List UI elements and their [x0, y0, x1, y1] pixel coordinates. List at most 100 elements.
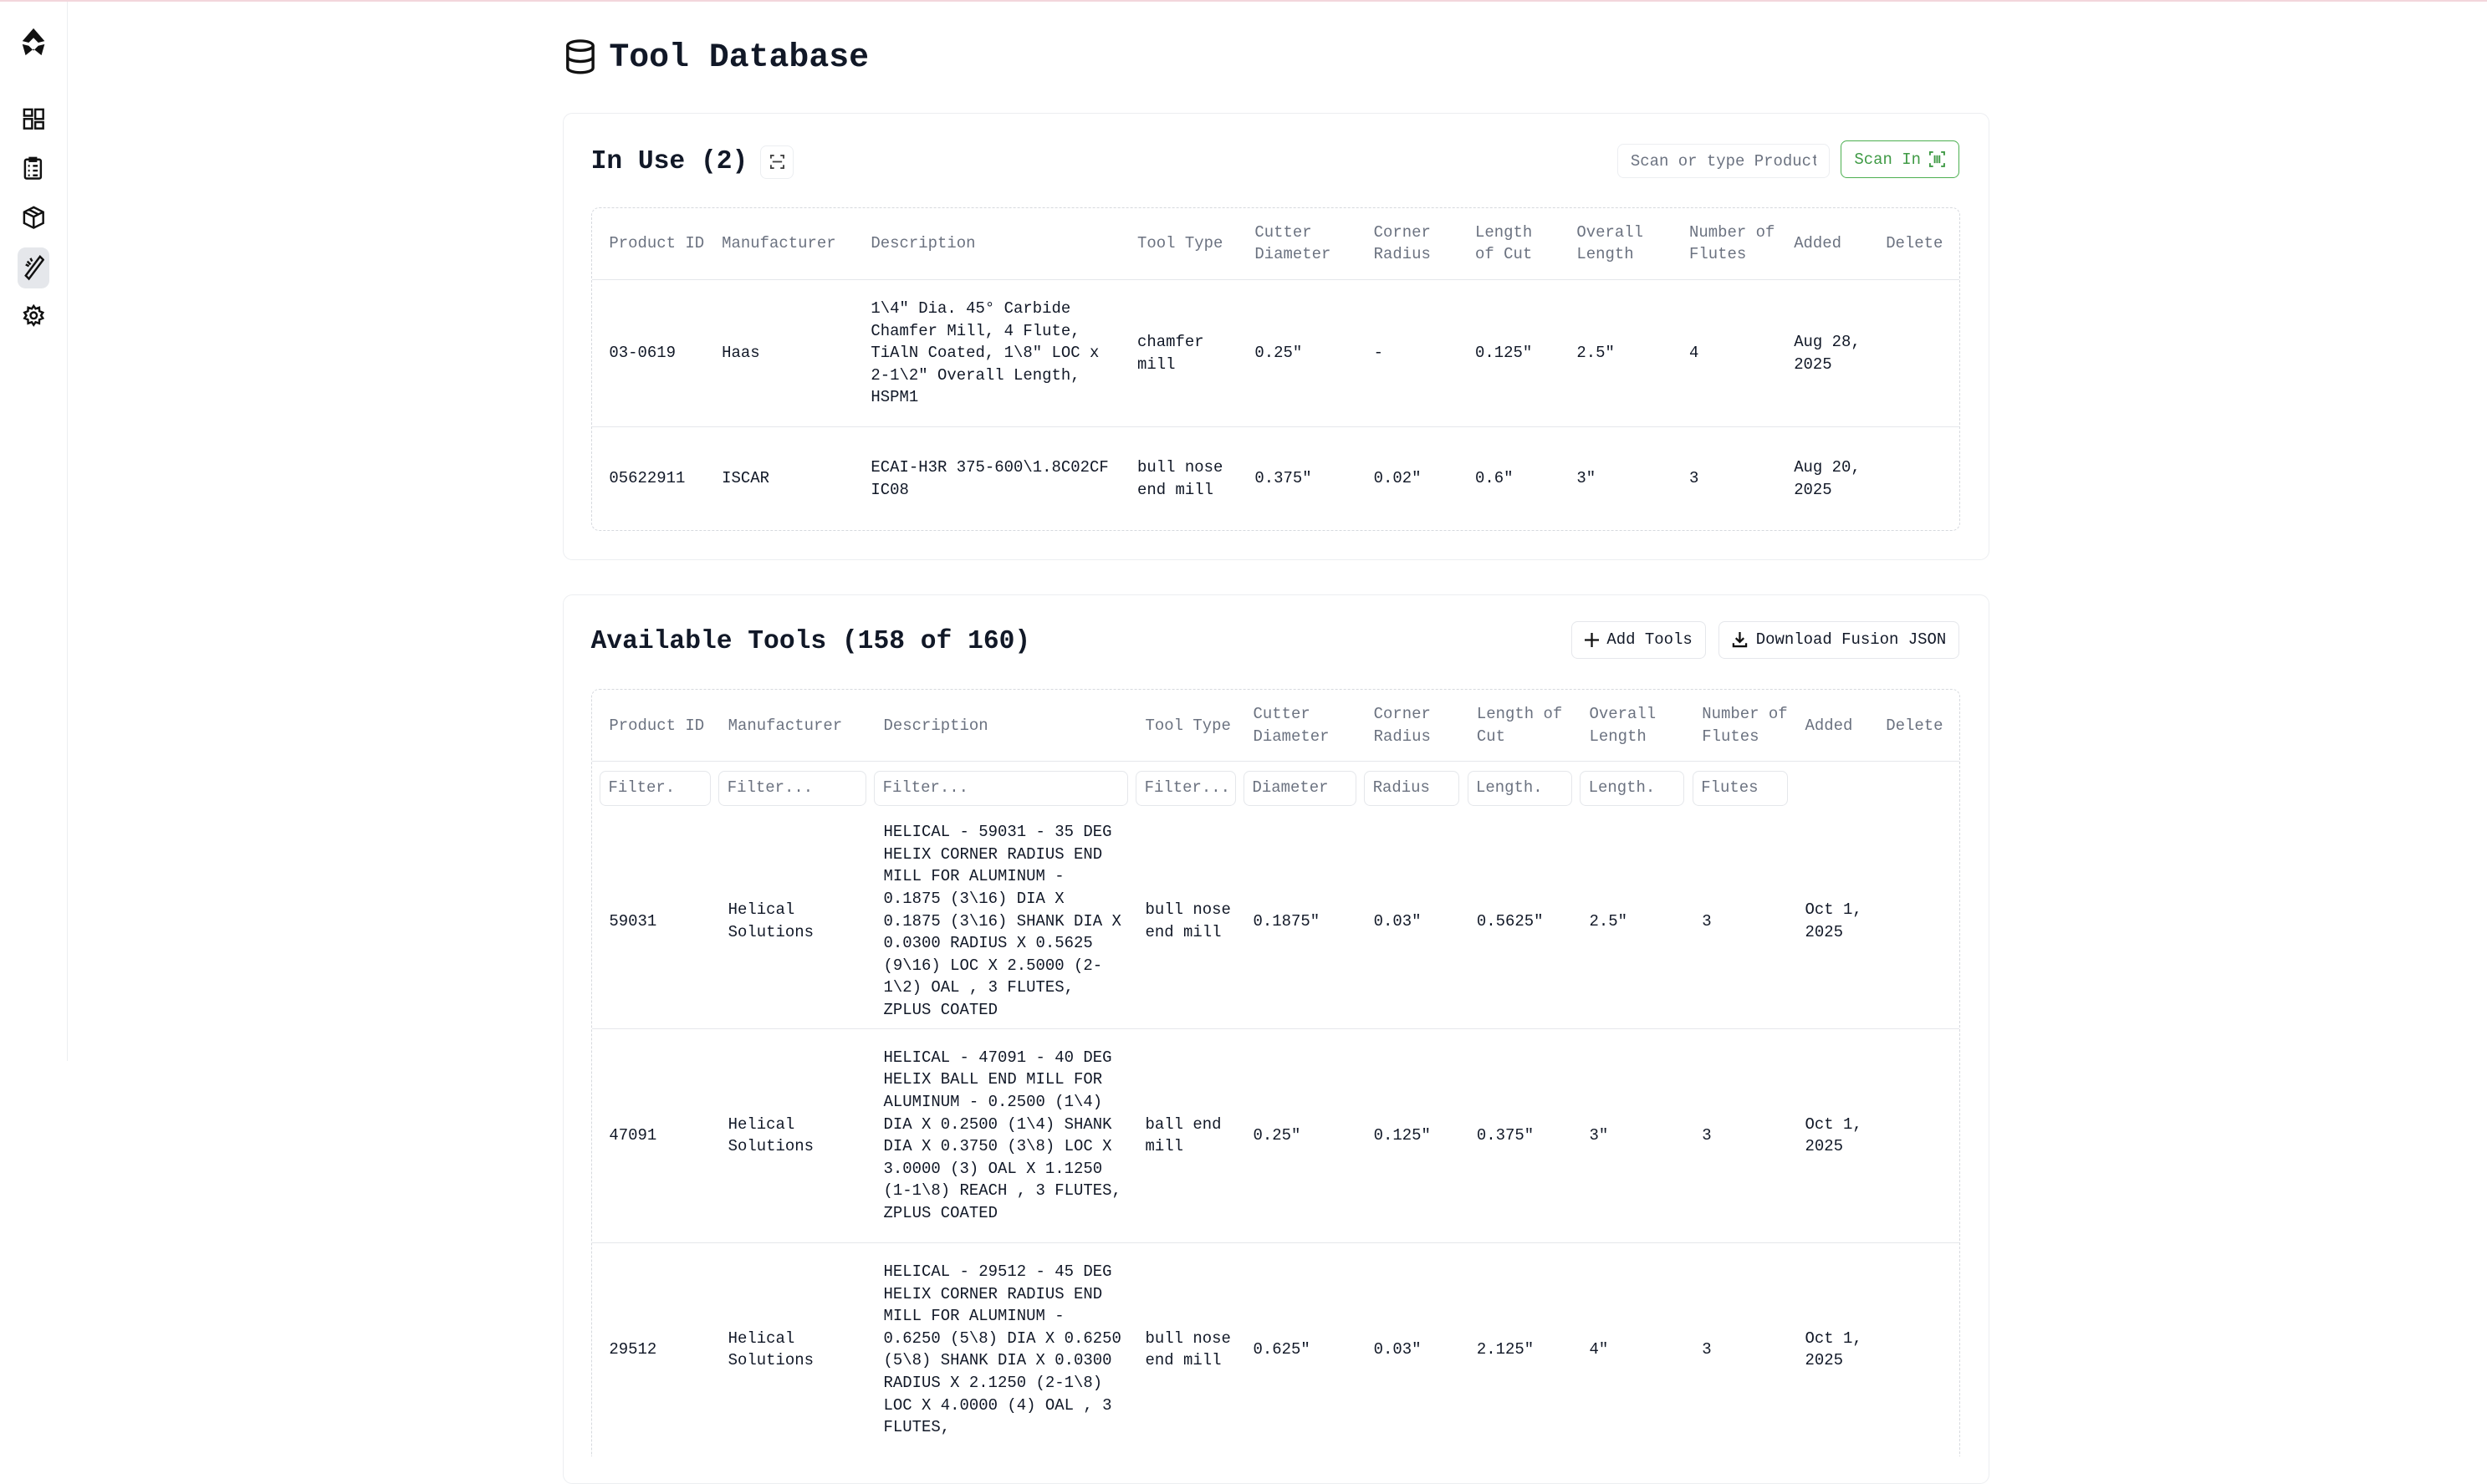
cell-manufacturer: Haas: [704, 279, 854, 428]
table-row[interactable]: 47091 Helical Solutions HELICAL - 47091 - …: [591, 1028, 1959, 1243]
column-header-tool-type[interactable]: Tool Type: [1127, 690, 1236, 762]
cell-number-of-flutes: 3: [1684, 1028, 1788, 1243]
cell-added: Oct 1, 2025: [1787, 1028, 1869, 1243]
cell-manufacturer: Helical Solutions: [710, 814, 866, 1029]
filter-number-of-flutes-input[interactable]: Flutes: [1692, 770, 1788, 806]
cell-corner-radius: 0.02": [1373, 469, 1422, 488]
filter-manufacturer-input[interactable]: Filter...: [718, 770, 866, 806]
column-header-length-of-cut[interactable]: Length of Cut: [1458, 207, 1560, 280]
column-header-cutter-diameter[interactable]: Cutter Diameter: [1235, 690, 1356, 762]
cell-overall-length: 3": [1576, 469, 1596, 488]
cell-description: HELICAL - 59031 - 35 DEG HELIX CORNER RA…: [866, 814, 1128, 1029]
cell-number-of-flutes: 3: [1702, 1340, 1712, 1359]
column-header-number-of-flutes[interactable]: Number of Flutes: [1684, 690, 1788, 762]
column-header-description[interactable]: Description: [866, 690, 1128, 762]
cell-number-of-flutes: 4: [1672, 279, 1777, 428]
column-header-added[interactable]: Added: [1787, 690, 1869, 762]
cell-manufacturer: Helical Solutions: [728, 1328, 815, 1370]
column-header-manufacturer[interactable]: Manufacturer: [704, 207, 854, 280]
clipboard-icon[interactable]: [18, 150, 49, 186]
scan-product-input[interactable]: [1616, 143, 1830, 179]
column-header-corner-radius[interactable]: Corner Radius: [1356, 207, 1458, 280]
column-header-corner-radius[interactable]: Corner Radius: [1356, 690, 1460, 762]
column-header-delete[interactable]: Delete: [1868, 207, 1959, 280]
filter-cutter-diameter-input[interactable]: Diameter: [1244, 770, 1356, 806]
cell-manufacturer: Helical Solutions: [710, 1028, 866, 1243]
column-header-overall-length[interactable]: Overall Length: [1571, 690, 1685, 762]
table-row[interactable]: 29512 Helical Solutions HELICAL - 29512 - …: [592, 1242, 1959, 1456]
cell-overall-length: 3": [1571, 1028, 1685, 1243]
download-fusion-json-button[interactable]: Download Fusion JSON: [1718, 620, 1960, 660]
grid-icon[interactable]: [18, 101, 49, 136]
table-row[interactable]: 05622911 ISCAR ECAI-H3R 375-600\1.8C02CF I…: [592, 427, 1959, 530]
column-header-delete[interactable]: Delete: [1868, 690, 1959, 762]
scan-frame-button[interactable]: [760, 145, 794, 179]
gear-icon[interactable]: [18, 298, 49, 334]
cell-cutter-diameter: 0.1875": [1235, 814, 1356, 1029]
top-border: [0, 0, 2487, 2]
filter-description-input[interactable]: Filter...: [874, 770, 1128, 806]
filter-placeholder: Length.: [1588, 778, 1656, 798]
page-title: Tool Database: [564, 38, 869, 76]
add-tools-button[interactable]: Add Tools: [1570, 620, 1706, 660]
logo-icon[interactable]: [18, 25, 49, 60]
table-row[interactable]: 03-0619 Haas 1\4" Dia. 45° Carbide Chamfer…: [591, 279, 1959, 428]
available-tools-table: Product ID Manufacturer Description Tool Ty…: [590, 689, 1960, 1457]
cell-description: HELICAL - 29512 - 45 DEG HELIX CORNER RA…: [883, 1262, 1121, 1437]
column-header-overall-length[interactable]: Overall Length: [1559, 207, 1672, 280]
column-header-cutter-diameter[interactable]: Cutter Diameter: [1237, 207, 1356, 280]
cell-tool-type: bull nose end mill: [1127, 814, 1236, 1029]
column-header-length-of-cut[interactable]: Length of Cut: [1459, 690, 1572, 762]
cell-overall-length: 4": [1589, 1340, 1609, 1359]
cell-delete[interactable]: [1868, 1242, 1958, 1456]
cell-product-id: 03-0619: [591, 279, 705, 428]
cell-delete[interactable]: [1868, 814, 1959, 1029]
sidebar: [0, 1, 68, 1061]
filter-tool-type-input[interactable]: Filter...: [1136, 770, 1236, 806]
cell-product-id: 47091: [591, 1028, 711, 1243]
scan-in-label: Scan In: [1854, 150, 1921, 169]
filter-placeholder: Filter...: [1144, 778, 1230, 798]
filter-cell: Filter...: [1128, 762, 1236, 814]
cell-number-of-flutes: 3: [1684, 814, 1788, 1029]
column-header-description[interactable]: Description: [853, 207, 1121, 280]
filter-placeholder: Length.: [1475, 778, 1543, 798]
table-header-row: Product ID Manufacturer Description Tool Ty…: [591, 207, 1959, 280]
column-header-manufacturer[interactable]: Manufacturer: [710, 690, 866, 762]
filter-placeholder: Filter...: [882, 778, 968, 798]
column-header-added[interactable]: Added: [1776, 207, 1869, 280]
box-icon[interactable]: [18, 200, 49, 235]
cell-delete[interactable]: [1868, 279, 1959, 428]
table-row[interactable]: 59031 Helical Solutions HELICAL - 59031 - …: [591, 814, 1959, 1029]
cell-cutter-diameter: 0.625": [1253, 1340, 1310, 1359]
cell-added: Aug 28, 2025: [1776, 279, 1869, 428]
filter-placeholder: Filter.: [608, 778, 676, 798]
download-fusion-json-label: Download Fusion JSON: [1755, 630, 1947, 650]
cell-corner-radius: 0.03": [1356, 814, 1460, 1029]
column-header-product-id[interactable]: Product ID: [591, 207, 705, 280]
cell-delete[interactable]: [1868, 427, 1958, 530]
in-use-title: In Use (2): [590, 147, 748, 177]
filter-cell: [1868, 762, 1958, 814]
filter-overall-length-input[interactable]: Length.: [1580, 770, 1685, 806]
column-header-tool-type[interactable]: Tool Type: [1120, 207, 1238, 280]
column-header-number-of-flutes[interactable]: Number of Flutes: [1672, 207, 1777, 280]
barcode-icon: [1929, 151, 1946, 168]
cell-corner-radius: 0.03": [1373, 1340, 1422, 1359]
filter-cell: Radius: [1356, 762, 1460, 814]
filter-placeholder: Diameter: [1252, 778, 1329, 798]
filter-product-id-input[interactable]: Filter.: [600, 770, 711, 806]
tool-icon[interactable]: [17, 247, 49, 289]
filter-corner-radius-input[interactable]: Radius: [1364, 770, 1460, 806]
cell-overall-length: 2.5": [1571, 814, 1685, 1029]
cell-delete[interactable]: [1868, 1028, 1959, 1243]
page-title-text: Tool Database: [609, 38, 870, 76]
scan-in-button[interactable]: Scan In: [1841, 140, 1960, 179]
cell-product-id: 29512: [609, 1340, 657, 1359]
filter-length-of-cut-input[interactable]: Length.: [1467, 770, 1572, 806]
table-header-row: Product ID Manufacturer Description Tool Ty…: [591, 690, 1959, 762]
cell-added: Oct 1, 2025: [1787, 814, 1869, 1029]
filter-row: Filter. Filter... Filter... Filter... Diamet…: [592, 762, 1959, 814]
column-header-product-id[interactable]: Product ID: [591, 690, 711, 762]
available-tools-card: Available Tools (158 of 160) Add Tools D…: [563, 594, 1989, 1484]
